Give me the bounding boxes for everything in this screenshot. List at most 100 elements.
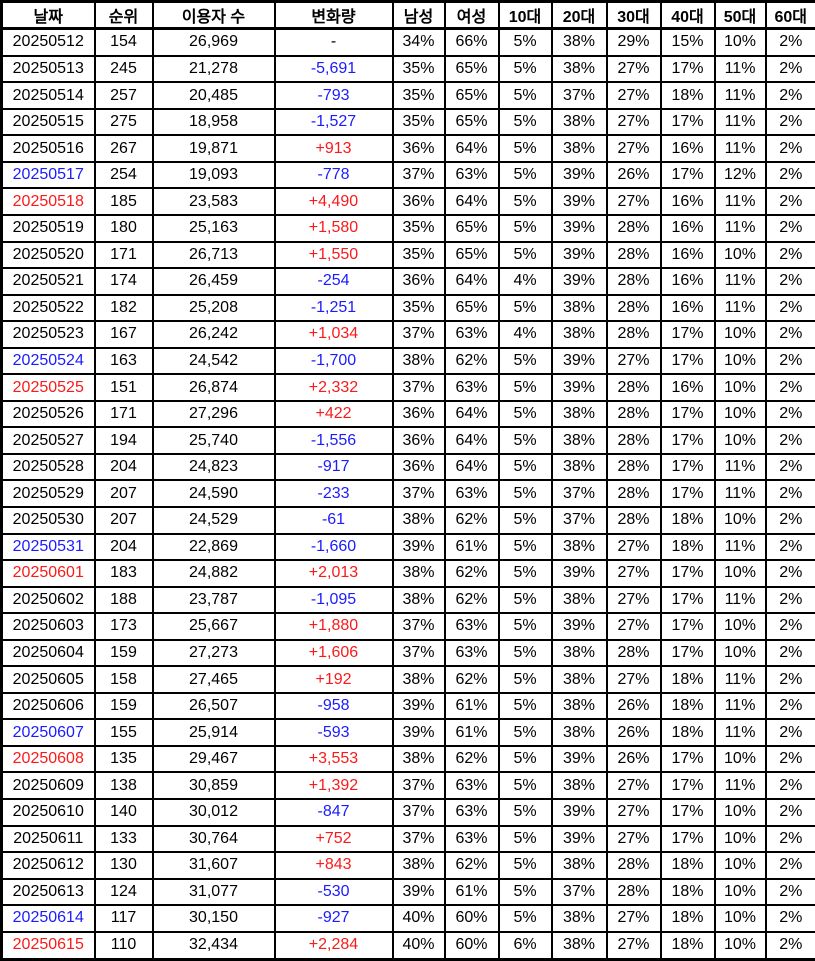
cell-change: +3,553 (273, 744, 394, 774)
cell-age30: 27% (605, 904, 662, 933)
cell-female: 64% (443, 267, 500, 296)
table-row: 20250606 159 26,507 -958 39% 61% 5% 38% 26% 18% 11… (0, 691, 815, 721)
cell-age50: 11% (713, 585, 767, 615)
cell-date: 20250523 (0, 320, 96, 349)
cell-age60: 2% (764, 585, 815, 615)
cell-age10: 5% (497, 665, 553, 694)
cell-age20: 38% (550, 320, 608, 349)
cell-age20: 38% (550, 665, 608, 694)
cell-rank: 124 (93, 877, 154, 907)
cell-age30: 27% (605, 81, 662, 110)
cell-female: 62% (443, 559, 500, 588)
cell-age40: 18% (659, 691, 716, 721)
cell-female: 63% (443, 798, 500, 827)
cell-date: 20250611 (0, 824, 96, 854)
cell-age10: 5% (497, 718, 553, 747)
cell-female: 61% (443, 691, 500, 721)
cell-rank: 151 (93, 373, 154, 402)
cell-rank: 183 (93, 559, 154, 588)
cell-age40: 17% (659, 771, 716, 801)
cell-male: 36% (391, 134, 446, 163)
cell-age60: 2% (764, 532, 815, 562)
table-row: 20250611 133 30,764 +752 37% 63% 5% 39% 27% 17% 10… (0, 824, 815, 854)
cell-male: 35% (391, 107, 446, 137)
cell-users: 30,764 (151, 824, 276, 854)
cell-change: +192 (273, 665, 394, 694)
cell-age40: 17% (659, 399, 716, 429)
cell-female: 64% (443, 452, 500, 482)
column-header-age20: 20대 (550, 0, 608, 30)
cell-age20: 38% (550, 532, 608, 562)
cell-age60: 2% (764, 267, 815, 296)
cell-users: 20,485 (151, 81, 276, 110)
cell-age10: 5% (497, 293, 553, 323)
cell-female: 63% (443, 824, 500, 854)
cell-date: 20250606 (0, 691, 96, 721)
cell-male: 36% (391, 187, 446, 216)
cell-male: 35% (391, 81, 446, 110)
cell-age40: 17% (659, 798, 716, 827)
cell-age30: 27% (605, 771, 662, 801)
cell-female: 63% (443, 320, 500, 349)
cell-age40: 16% (659, 187, 716, 216)
cell-age20: 38% (550, 718, 608, 747)
cell-age20: 39% (550, 559, 608, 588)
cell-change: -530 (273, 877, 394, 907)
column-header-rank: 순위 (93, 0, 154, 30)
cell-date: 20250525 (0, 373, 96, 402)
cell-age50: 10% (713, 612, 767, 641)
column-header-female: 여성 (443, 0, 500, 30)
cell-age60: 2% (764, 877, 815, 907)
cell-date: 20250610 (0, 798, 96, 827)
cell-age10: 5% (497, 373, 553, 402)
cell-age50: 10% (713, 346, 767, 376)
table-row: 20250530 207 24,529 -61 38% 62% 5% 37% 28% 18% 10%… (0, 506, 815, 535)
table-row: 20250516 267 19,871 +913 36% 64% 5% 38% 27% 16% 11… (0, 134, 815, 163)
cell-female: 62% (443, 665, 500, 694)
cell-age10: 5% (497, 904, 553, 933)
column-header-users: 이용자 수 (151, 0, 276, 30)
cell-age30: 27% (605, 824, 662, 854)
cell-age40: 18% (659, 877, 716, 907)
cell-rank: 110 (93, 930, 154, 961)
cell-female: 62% (443, 506, 500, 535)
cell-age60: 2% (764, 612, 815, 641)
cell-age60: 2% (764, 665, 815, 694)
cell-change: -1,251 (273, 293, 394, 323)
cell-age20: 39% (550, 744, 608, 774)
cell-male: 39% (391, 532, 446, 562)
cell-male: 36% (391, 452, 446, 482)
cell-age30: 27% (605, 930, 662, 961)
cell-age40: 17% (659, 479, 716, 508)
cell-age60: 2% (764, 506, 815, 535)
table-row: 20250522 182 25,208 -1,251 35% 65% 5% 38% 28% 16%… (0, 293, 815, 323)
cell-users: 26,713 (151, 240, 276, 270)
table-row: 20250524 163 24,542 -1,700 38% 62% 5% 39% 27% 17%… (0, 346, 815, 376)
cell-age10: 4% (497, 320, 553, 349)
cell-male: 40% (391, 904, 446, 933)
cell-age30: 27% (605, 665, 662, 694)
cell-age30: 28% (605, 240, 662, 270)
cell-age40: 17% (659, 107, 716, 137)
cell-male: 38% (391, 851, 446, 880)
cell-female: 65% (443, 81, 500, 110)
cell-age30: 28% (605, 293, 662, 323)
cell-male: 38% (391, 744, 446, 774)
cell-age50: 10% (713, 744, 767, 774)
cell-age60: 2% (764, 346, 815, 376)
cell-age60: 2% (764, 824, 815, 854)
cell-age60: 2% (764, 107, 815, 137)
cell-male: 37% (391, 479, 446, 508)
cell-male: 34% (391, 27, 446, 57)
table-row: 20250512 154 26,969-34% 66% 5% 38% 29% 15% 10% 2% (0, 27, 815, 57)
cell-rank: 171 (93, 399, 154, 429)
cell-rank: 180 (93, 214, 154, 243)
column-header-age30: 30대 (605, 0, 662, 30)
cell-users: 30,859 (151, 771, 276, 801)
cell-age40: 18% (659, 665, 716, 694)
cell-date: 20250601 (0, 559, 96, 588)
cell-age40: 16% (659, 293, 716, 323)
cell-age50: 11% (713, 479, 767, 508)
cell-change: +1,880 (273, 612, 394, 641)
cell-users: 27,465 (151, 665, 276, 694)
